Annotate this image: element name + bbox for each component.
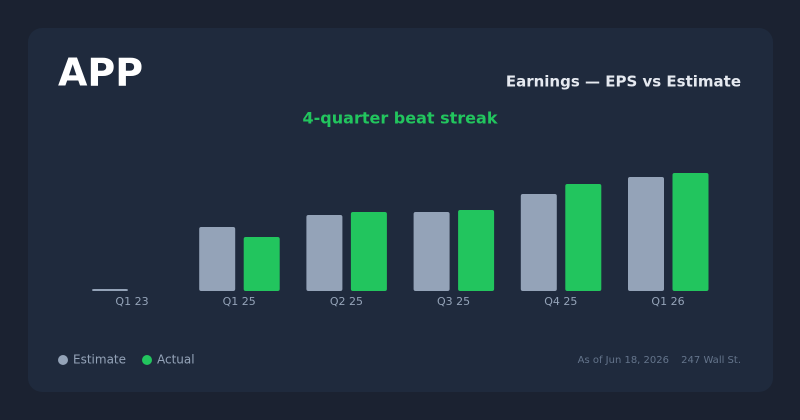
bar [199, 227, 236, 291]
bar [413, 212, 450, 291]
ticker: APP [58, 51, 143, 95]
chart-title: Earnings — EPS vs Estimate [506, 73, 741, 91]
bar [520, 194, 557, 291]
bar [628, 177, 664, 291]
x-tick-label: Q1 26 [651, 295, 684, 308]
legend-swatch [142, 355, 152, 365]
x-tick-label: Q3 25 [437, 295, 470, 308]
legend-label: Estimate [73, 353, 126, 367]
bar [350, 212, 387, 291]
bar [565, 184, 602, 291]
bar [672, 173, 709, 291]
x-tick-label: Q1 23 [115, 295, 148, 308]
bar [92, 289, 128, 291]
bar [306, 215, 343, 291]
x-tick-label: Q4 25 [544, 295, 577, 308]
card [28, 28, 773, 392]
x-tick-label: Q2 25 [330, 295, 363, 308]
bar [458, 210, 495, 291]
annotation: 4-quarter beat streak [303, 109, 498, 128]
bar [243, 237, 280, 291]
x-tick-label: Q1 25 [223, 295, 256, 308]
legend-label: Actual [157, 353, 195, 367]
source: 247 Wall St. [681, 355, 741, 366]
as-of: As of Jun 18, 2026 [578, 355, 669, 366]
legend-swatch [58, 355, 68, 365]
